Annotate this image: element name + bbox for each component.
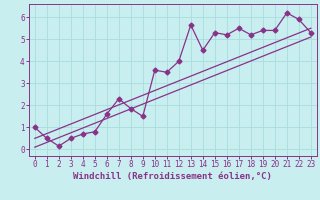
- X-axis label: Windchill (Refroidissement éolien,°C): Windchill (Refroidissement éolien,°C): [73, 172, 272, 181]
